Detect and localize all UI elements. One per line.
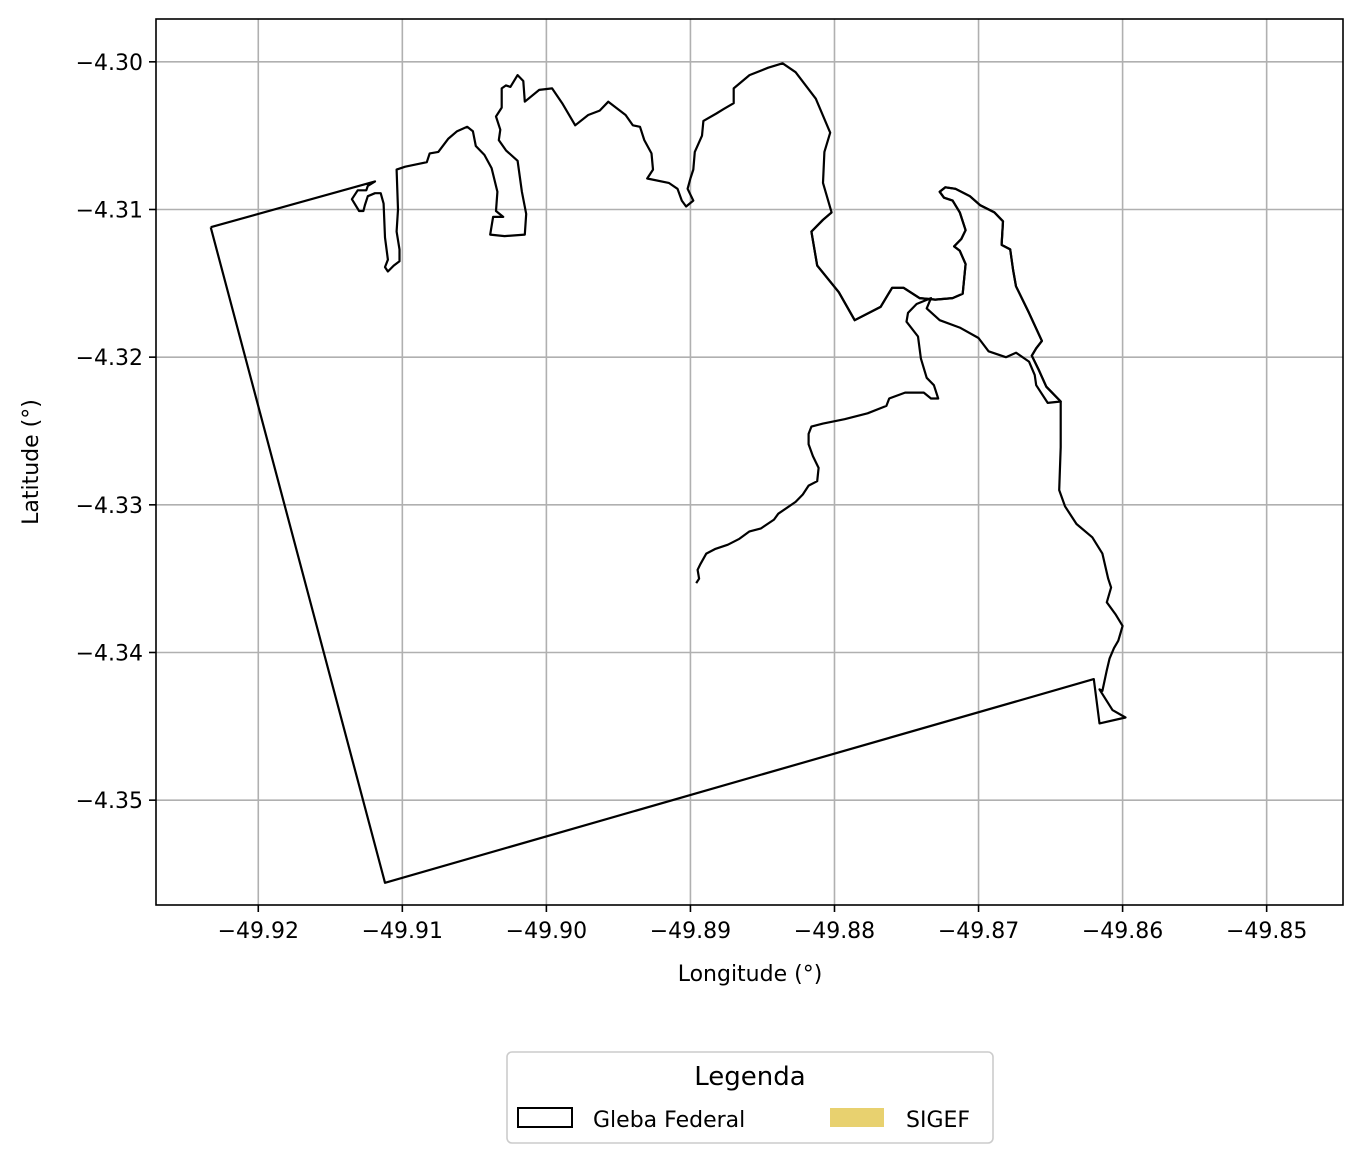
grid-lines (156, 19, 1343, 905)
y-tick-label-4: −4.34 (76, 641, 143, 666)
x-tick-label-0: −49.92 (218, 919, 299, 944)
y-tick-label-2: −4.32 (76, 346, 143, 371)
legend: Legenda Gleba Federal SIGEF (506, 1051, 994, 1144)
y-tick-label-5: −4.35 (76, 789, 143, 814)
legend-title: Legenda (694, 1062, 805, 1092)
x-tick-label-7: −49.85 (1226, 919, 1307, 944)
polygon-layer (209, 62, 1127, 884)
x-tick-label-2: −49.90 (506, 919, 587, 944)
legend-swatch-gleba-federal (517, 1107, 573, 1128)
x-axis-label: Longitude (°) (678, 962, 823, 987)
x-tick-label-6: −49.86 (1082, 919, 1163, 944)
gleba-federal-polygon-1 (695, 186, 1062, 584)
x-tick-label-1: −49.91 (362, 919, 443, 944)
y-tick-label-1: −4.31 (76, 198, 143, 223)
legend-label-sigef: SIGEF (906, 1108, 970, 1133)
tick-layer: −49.92 −49.91 −49.90 −49.89 −49.88 −49.87 −49.… (76, 51, 1308, 944)
y-axis-label: Latitude (°) (19, 399, 44, 525)
plot-frame (155, 18, 1344, 906)
y-tick-label-0: −4.30 (76, 51, 143, 76)
legend-swatch-sigef (830, 1108, 884, 1127)
y-tick-label-3: −4.33 (76, 494, 143, 519)
x-tick-label-5: −49.87 (938, 919, 1019, 944)
legend-label-gleba-federal: Gleba Federal (593, 1108, 745, 1133)
x-tick-label-4: −49.88 (794, 919, 875, 944)
x-tick-label-3: −49.89 (650, 919, 731, 944)
